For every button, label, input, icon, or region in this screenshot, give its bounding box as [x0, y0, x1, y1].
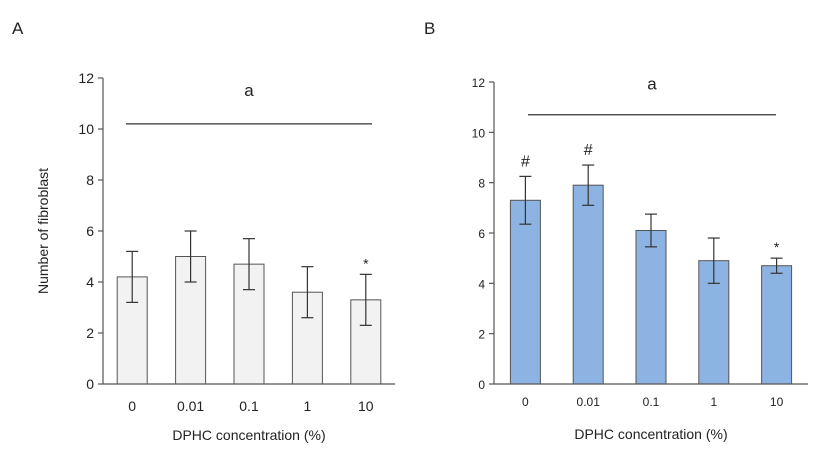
x-tick-label: 1 [304, 398, 312, 414]
bar [698, 260, 730, 385]
panel-b: Ba #0 #0.01 0.1 1 * 10 0 2 4 6 8 10 12 DPHC concentrat… [424, 19, 808, 442]
panel-a: Aa 0 0.01 0.1 1 * 10 0 2 4 6 8 10 12 DPHC concentratio… [12, 19, 395, 443]
significance-marker: # [521, 153, 530, 170]
y-tick-label: 0 [478, 378, 485, 392]
panel-label: B [424, 19, 435, 38]
y-tick-label: 10 [78, 121, 94, 137]
significance-marker: * [774, 239, 780, 255]
x-axis-label: DPHC concentration (%) [574, 426, 727, 442]
bar [509, 199, 541, 385]
y-tick-label: 2 [478, 328, 485, 342]
y-tick-label: 12 [78, 70, 94, 86]
x-tick-label: 0.01 [177, 398, 204, 414]
y-tick-label: 4 [478, 277, 485, 291]
x-tick-label: 0 [128, 398, 136, 414]
y-tick-label: 8 [478, 177, 485, 191]
bracket-label: a [647, 75, 657, 94]
significance-marker: # [584, 142, 593, 159]
y-tick-label: 6 [86, 223, 94, 239]
panel-label: A [12, 19, 24, 38]
bar [572, 184, 604, 385]
x-tick-label: 1 [710, 395, 717, 409]
y-tick-label: 12 [472, 76, 486, 90]
x-tick-label: 10 [770, 395, 784, 409]
x-tick-label: 0.1 [643, 395, 660, 409]
x-tick-label: 10 [358, 398, 374, 414]
x-axis-label: DPHC concentration (%) [172, 427, 325, 443]
y-axis-label: Number of fibroblast [35, 168, 51, 294]
y-tick-label: 6 [478, 227, 485, 241]
significance-marker: * [363, 255, 369, 271]
y-tick-label: 0 [86, 376, 94, 392]
y-tick-label: 8 [86, 172, 94, 188]
bar [635, 229, 667, 385]
y-tick-label: 4 [86, 274, 94, 290]
x-tick-label: 0.01 [577, 395, 601, 409]
x-tick-label: 0 [522, 395, 529, 409]
x-tick-label: 0.1 [239, 398, 259, 414]
bar [761, 265, 793, 385]
y-tick-label: 2 [86, 325, 94, 341]
y-tick-label: 10 [472, 126, 486, 140]
bracket-label: a [244, 81, 254, 100]
